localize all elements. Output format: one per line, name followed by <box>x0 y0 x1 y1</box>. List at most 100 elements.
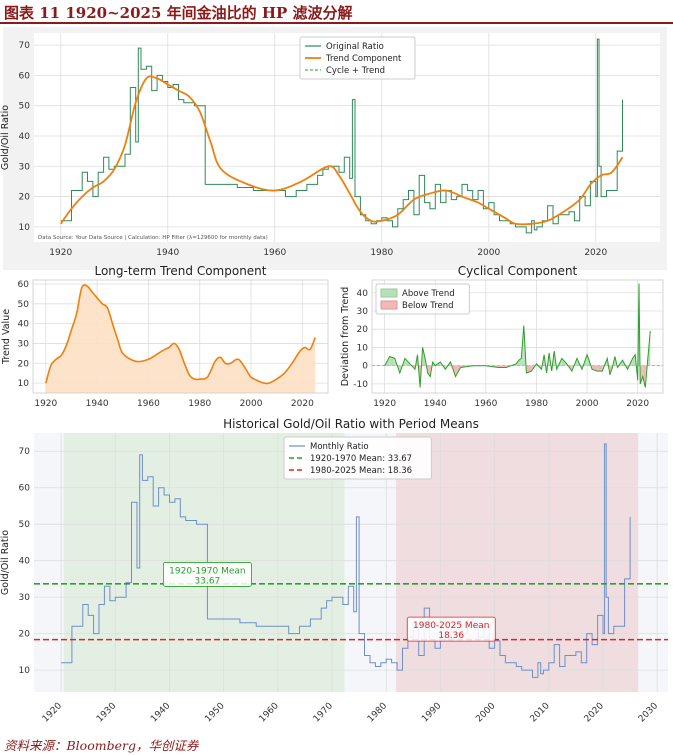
main-y-tick-label: 30 <box>19 162 31 172</box>
cycle-y-axis-label: Deviation from Trend <box>340 287 351 387</box>
data-source-note: Data Source: Your Data Source | Calculat… <box>38 235 268 241</box>
cycle-x-tick-label: 1960 <box>474 399 497 409</box>
mean-annotation-title-1: 1920-1970 Mean <box>169 566 245 576</box>
cycle-title: Cyclical Component <box>458 264 578 278</box>
cycle-legend-label: Above Trend <box>402 289 455 299</box>
trend-y-tick-label: 10 <box>18 379 30 389</box>
history-x-tick-label: 1920 <box>41 701 64 724</box>
cycle-x-tick-label: 2020 <box>626 399 649 409</box>
history-y-tick-label: 30 <box>19 593 31 603</box>
trend-y-axis-label: Trend Value <box>1 309 12 365</box>
history-x-tick-label: 1990 <box>420 701 443 724</box>
trend-x-tick-label: 2020 <box>291 399 314 409</box>
history-y-tick-label: 50 <box>19 520 31 530</box>
cycle-x-tick-label: 1980 <box>525 399 548 409</box>
below-trend-area <box>640 365 643 384</box>
cycle-y-tick-label: 10 <box>357 343 369 353</box>
history-x-tick-label: 2020 <box>583 701 606 724</box>
cycle-line <box>384 283 651 388</box>
trend-component-line <box>60 75 624 226</box>
main-legend-label: Cycle + Trend <box>326 66 385 76</box>
history-legend-box <box>283 436 432 480</box>
main-x-tick-label: 2000 <box>477 248 500 258</box>
mean-annotation-box-2 <box>406 616 496 642</box>
history-x-tick-label: 1960 <box>258 701 281 724</box>
trend-x-tick-label: 2000 <box>240 399 263 409</box>
main-x-tick-label: 1960 <box>263 248 286 258</box>
trend-frame <box>32 279 329 394</box>
trend-title: Long-term Trend Component <box>94 264 266 278</box>
trend-y-tick-label: 20 <box>18 359 30 369</box>
below-trend-area <box>642 365 646 388</box>
cycle-y-tick-label: 40 <box>357 289 369 299</box>
source-line: 资料来源：Bloomberg，华创证券 <box>4 738 199 753</box>
original-ratio-line <box>60 38 623 234</box>
main-y-tick-label: 20 <box>19 193 31 203</box>
history-x-tick-label: 1970 <box>312 701 335 724</box>
history-x-tick-label: 1950 <box>203 701 226 724</box>
history-x-tick-label: 1980 <box>366 701 389 724</box>
main-y-tick-label: 10 <box>19 223 31 233</box>
chart-canvas: 1920 1940 1960 1980 2000 202010203040506070Go… <box>0 27 668 724</box>
main-y-tick-label: 70 <box>19 41 31 51</box>
trend-x-tick-label: 1960 <box>137 399 160 409</box>
history-legend-label: 1980-2025 Mean: 18.36 <box>310 466 412 476</box>
trend-y-tick-label: 30 <box>18 339 30 349</box>
history-y-tick-label: 10 <box>19 666 31 676</box>
history-x-tick-label: 1930 <box>95 701 118 724</box>
main-x-tick-label: 1980 <box>370 248 393 258</box>
trend-x-tick-label: 1940 <box>86 399 109 409</box>
main-y-tick-label: 40 <box>19 132 31 142</box>
cycle-y-tick-label: 0 <box>362 362 368 372</box>
above-trend-area <box>632 354 636 366</box>
history-x-tick-label: 2010 <box>529 701 552 724</box>
mean-annotation-title-2: 1980-2025 Mean <box>413 621 489 631</box>
history-y-tick-label: 20 <box>19 630 31 640</box>
main-x-tick-label: 1920 <box>49 248 72 258</box>
title-rule <box>0 22 673 24</box>
cycle-y-tick-label: 30 <box>357 307 369 317</box>
below-trend-area <box>427 365 431 377</box>
main-x-tick-label: 2020 <box>584 248 607 258</box>
cycle-legend-swatch <box>380 288 398 298</box>
main-y-axis-label: Gold/Oil Ratio <box>0 105 11 170</box>
main-x-tick-label: 1940 <box>156 248 179 258</box>
period-band-2 <box>395 433 639 692</box>
history-x-tick-label: 2000 <box>474 701 497 724</box>
cycle-x-tick-label: 1920 <box>373 399 396 409</box>
trend-area-fill <box>45 284 316 393</box>
mean-annotation-value-1: 33.67 <box>195 576 221 586</box>
history-x-tick-label: 1940 <box>149 701 172 724</box>
history-y-tick-label: 60 <box>19 484 31 494</box>
below-trend-area <box>635 354 638 381</box>
main-y-tick-label: 50 <box>19 102 31 112</box>
below-trend-area <box>597 365 603 372</box>
history-y-tick-label: 40 <box>19 557 31 567</box>
cycle-legend-label: Below Trend <box>402 301 454 311</box>
cycle-y-tick-label: -10 <box>353 380 368 390</box>
history-legend-label: 1920-1970 Mean: 33.67 <box>310 454 412 464</box>
cycle-x-tick-label: 1940 <box>424 399 447 409</box>
history-y-axis-label: Gold/Oil Ratio <box>0 530 11 595</box>
monthly-ratio-line <box>61 443 631 678</box>
history-y-tick-label: 70 <box>19 447 31 457</box>
cycle-legend-swatch <box>380 300 398 310</box>
history-x-tick-label: 2030 <box>637 701 660 724</box>
cycle-y-tick-label: 20 <box>357 325 369 335</box>
main-legend-label: Trend Component <box>325 54 402 64</box>
history-title: Historical Gold/Oil Ratio with Period Me… <box>223 417 479 431</box>
cycle-frame <box>371 279 664 394</box>
main-legend-label: Original Ratio <box>326 42 384 52</box>
above-trend-area <box>389 356 395 366</box>
main-legend-box <box>299 36 416 80</box>
trend-y-tick-label: 50 <box>18 300 30 310</box>
below-trend-area <box>420 347 423 388</box>
cycle-x-tick-label: 2000 <box>576 399 599 409</box>
figure-title: 图表 11 1920~2025 年间金油比的 HP 滤波分解 <box>4 4 353 22</box>
history-legend-label: Monthly Ratio <box>310 442 369 452</box>
mean-annotation-box-1 <box>163 562 252 587</box>
trend-x-tick-label: 1920 <box>34 399 57 409</box>
mean-annotation-value-2: 18.36 <box>438 631 464 641</box>
trend-y-tick-label: 40 <box>18 320 30 330</box>
cycle-legend-box <box>375 283 470 315</box>
